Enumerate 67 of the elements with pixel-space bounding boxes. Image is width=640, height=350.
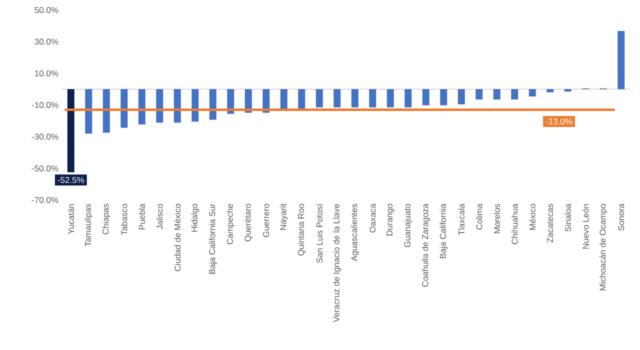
y-tick-label: 50.0% xyxy=(34,6,58,13)
x-tick-label: Ciudad de México xyxy=(174,204,181,272)
bar xyxy=(138,89,146,124)
x-tick-label: Tamaulipas xyxy=(84,204,93,246)
bar xyxy=(564,89,572,92)
x-tick-label: Tabasco xyxy=(121,204,128,235)
x-tick-label: Nayarit xyxy=(280,204,288,230)
bar xyxy=(422,89,430,106)
x-tick-label: Veracruz de Ignacio de la Llave xyxy=(333,204,342,322)
x-tick-label: Michoacán de Ocampo xyxy=(599,204,608,290)
bar xyxy=(404,89,412,108)
bar xyxy=(192,89,199,122)
bar xyxy=(369,89,376,108)
x-tick-label: San Luis Potosí xyxy=(316,204,323,263)
bar xyxy=(528,89,536,96)
x-tick-label: Morelos xyxy=(494,204,500,234)
x-tick-label: Baja California Sur xyxy=(208,204,217,274)
bar xyxy=(85,89,92,134)
x-tick-label: Yucatán xyxy=(68,204,74,234)
bar xyxy=(440,89,448,106)
x-tick-label: Durango xyxy=(386,204,394,236)
bar xyxy=(316,89,323,108)
bar xyxy=(102,89,110,133)
x-tick-label: Jalisco xyxy=(156,204,163,230)
x-tick-label: Guerrero xyxy=(263,204,270,238)
bar xyxy=(476,89,483,100)
y-tick-label: -70.0% xyxy=(32,196,58,204)
x-tick-label: Hidalgo xyxy=(191,204,200,232)
bar xyxy=(174,89,181,123)
bar xyxy=(351,89,358,108)
bar xyxy=(156,89,164,123)
x-tick-label: Sonora xyxy=(618,204,624,231)
y-tick-label: 10.0% xyxy=(35,70,58,76)
x-tick-label: Guanajuato xyxy=(404,204,412,248)
bar xyxy=(458,89,465,104)
x-tick-label: Baja California xyxy=(440,204,448,258)
bar xyxy=(546,89,554,92)
bar xyxy=(386,89,394,108)
bar xyxy=(511,89,518,100)
bar xyxy=(334,89,341,108)
data-label: -52.5% xyxy=(58,176,84,184)
bar xyxy=(120,89,128,128)
bar xyxy=(493,89,500,100)
x-tick-label: Nuevo León xyxy=(582,204,589,249)
y-tick-label: -30.0% xyxy=(32,134,58,140)
y-tick-label: -50.0% xyxy=(32,165,58,172)
x-tick-label: Campeche xyxy=(226,204,235,244)
x-tick-label: Chiapas xyxy=(102,204,110,234)
x-tick-label: Coahuila de Zaragoza xyxy=(422,204,430,287)
x-tick-label: Chihuahua xyxy=(511,204,518,244)
bar xyxy=(227,89,234,114)
bar xyxy=(262,89,270,113)
bar xyxy=(618,31,625,90)
y-tick-label: 30.0% xyxy=(34,38,58,45)
x-tick-label: Oaxaca xyxy=(370,204,376,232)
x-tick-label: Sinaloa xyxy=(564,204,571,232)
bar xyxy=(67,89,74,172)
y-tick-label: -10.0% xyxy=(32,102,58,108)
x-tick-label: Zacatecas xyxy=(547,204,554,242)
x-tick-label: Querétaro xyxy=(244,204,252,242)
ref-line-label: -13.0% xyxy=(546,118,572,124)
x-tick-label: México xyxy=(529,204,536,230)
x-tick-label: Puebla xyxy=(138,204,145,230)
x-tick-label: Quintana Roo xyxy=(298,204,306,256)
x-tick-label: Aguascalientes xyxy=(350,204,359,262)
x-tick-label: Colima xyxy=(476,204,482,230)
x-tick-label: Tlaxcala xyxy=(458,204,464,235)
